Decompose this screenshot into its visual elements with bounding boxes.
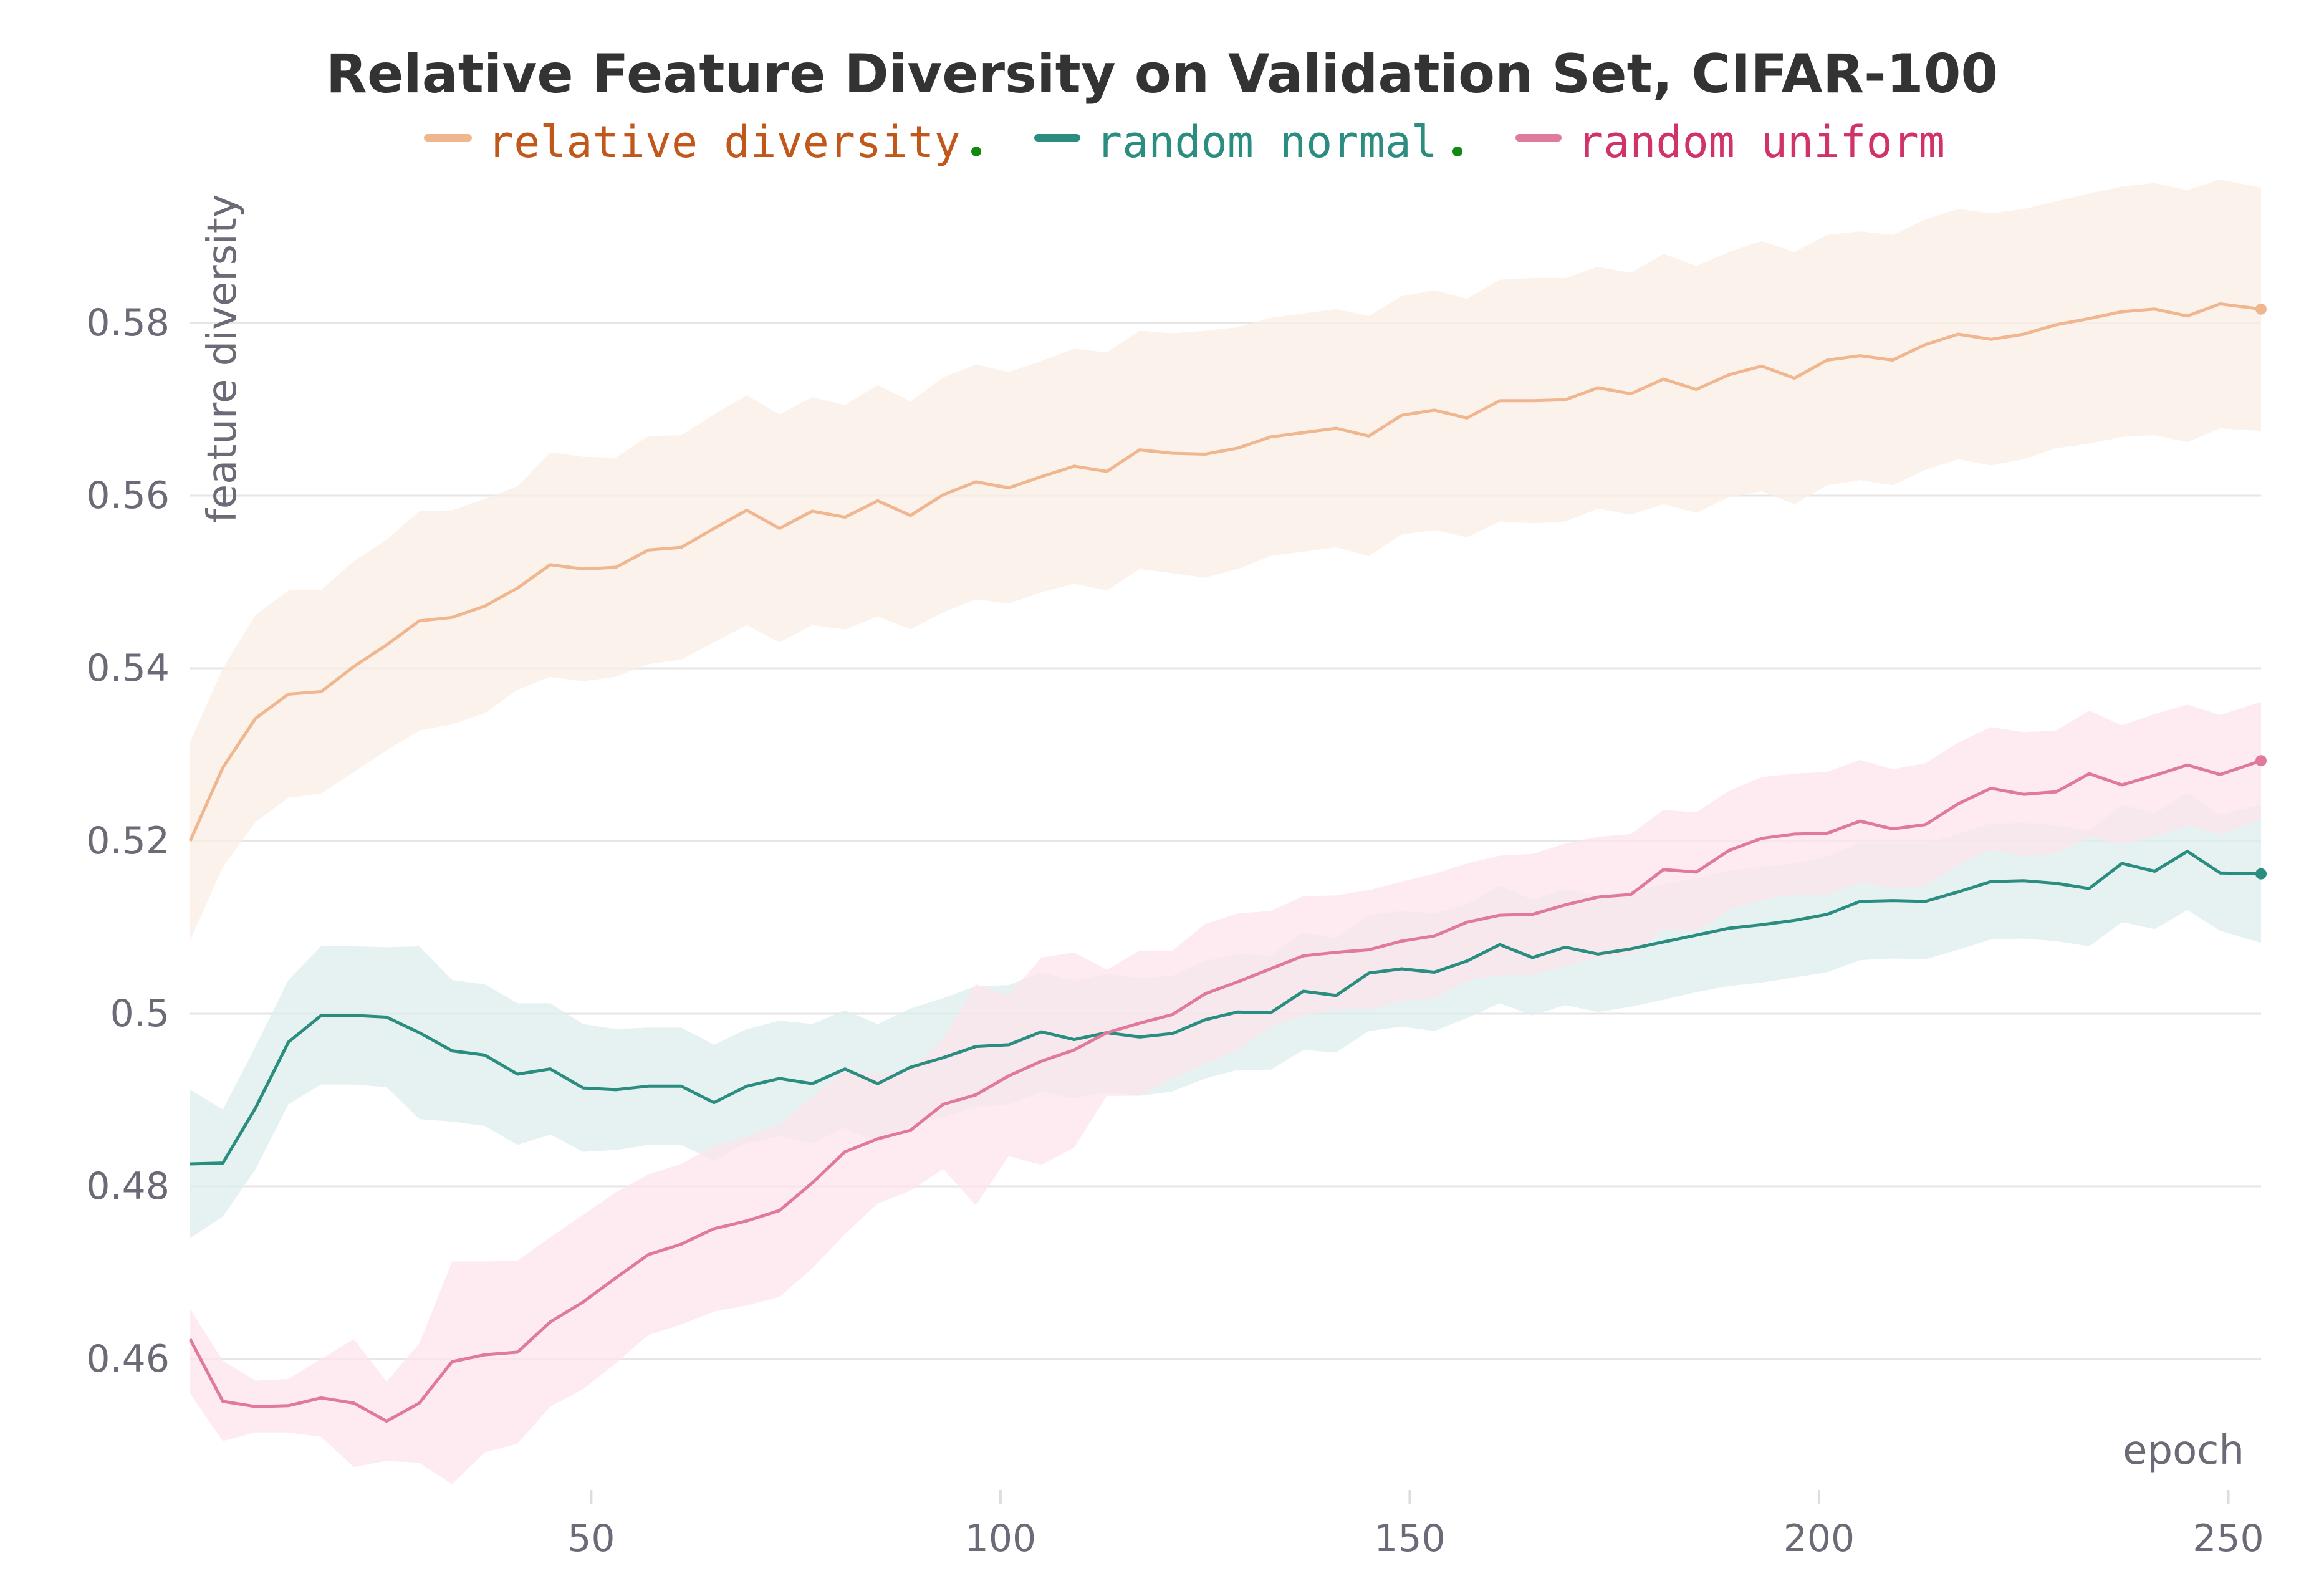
- x-tick-label: 50: [567, 1517, 615, 1560]
- legend-label-random-uniform: random uniform: [1577, 117, 1945, 168]
- band-random-uniform: [190, 702, 2261, 1484]
- x-axis-ticks: 50 100 150 200 250: [567, 1490, 2264, 1560]
- legend-label-random-normal: random normal: [1096, 117, 1438, 168]
- y-tick-label: 0.54: [86, 646, 170, 690]
- x-axis-label: epoch: [2123, 1428, 2244, 1474]
- legend-item-relative-diversity[interactable]: relative diversity: [424, 117, 981, 168]
- endpoint-random-uniform[interactable]: [2255, 755, 2267, 767]
- confidence-bands: [190, 180, 2261, 1484]
- y-tick-label: 0.52: [86, 819, 170, 863]
- series-lines: [188, 302, 2262, 1423]
- line-random-uniform[interactable]: [188, 759, 2262, 1423]
- x-tick-label: 200: [1784, 1517, 1855, 1560]
- y-axis-ticks: 0.46 0.48 0.5 0.52 0.54 0.56 0.58: [86, 301, 170, 1381]
- y-tick-label: 0.58: [86, 301, 170, 345]
- y-tick-label: 0.5: [110, 992, 170, 1035]
- endpoint-random-normal[interactable]: [2255, 868, 2267, 880]
- legend-dot-relative-diversity: [971, 147, 981, 156]
- legend: relative diversity random normal random …: [424, 117, 1945, 168]
- end-markers: [2255, 303, 2267, 880]
- legend-label-relative-diversity: relative diversity: [487, 117, 961, 168]
- legend-item-random-uniform[interactable]: random uniform: [1515, 117, 1945, 168]
- chart-title: Relative Feature Diversity on Validation…: [326, 43, 1999, 105]
- endpoint-relative-diversity[interactable]: [2255, 303, 2267, 315]
- line-random-normal[interactable]: [190, 850, 2262, 1166]
- x-tick-label: 250: [2192, 1517, 2264, 1560]
- x-tick-label: 100: [965, 1517, 1037, 1560]
- legend-item-random-normal[interactable]: random normal: [1034, 117, 1462, 168]
- y-axis-label: feature diversity: [199, 194, 246, 522]
- y-tick-label: 0.46: [86, 1337, 170, 1381]
- line-relative-diversity[interactable]: [188, 302, 2262, 842]
- legend-dot-random-normal: [1452, 147, 1462, 156]
- y-tick-label: 0.56: [86, 474, 170, 517]
- x-tick-label: 150: [1374, 1517, 1446, 1560]
- y-tick-label: 0.48: [86, 1165, 170, 1208]
